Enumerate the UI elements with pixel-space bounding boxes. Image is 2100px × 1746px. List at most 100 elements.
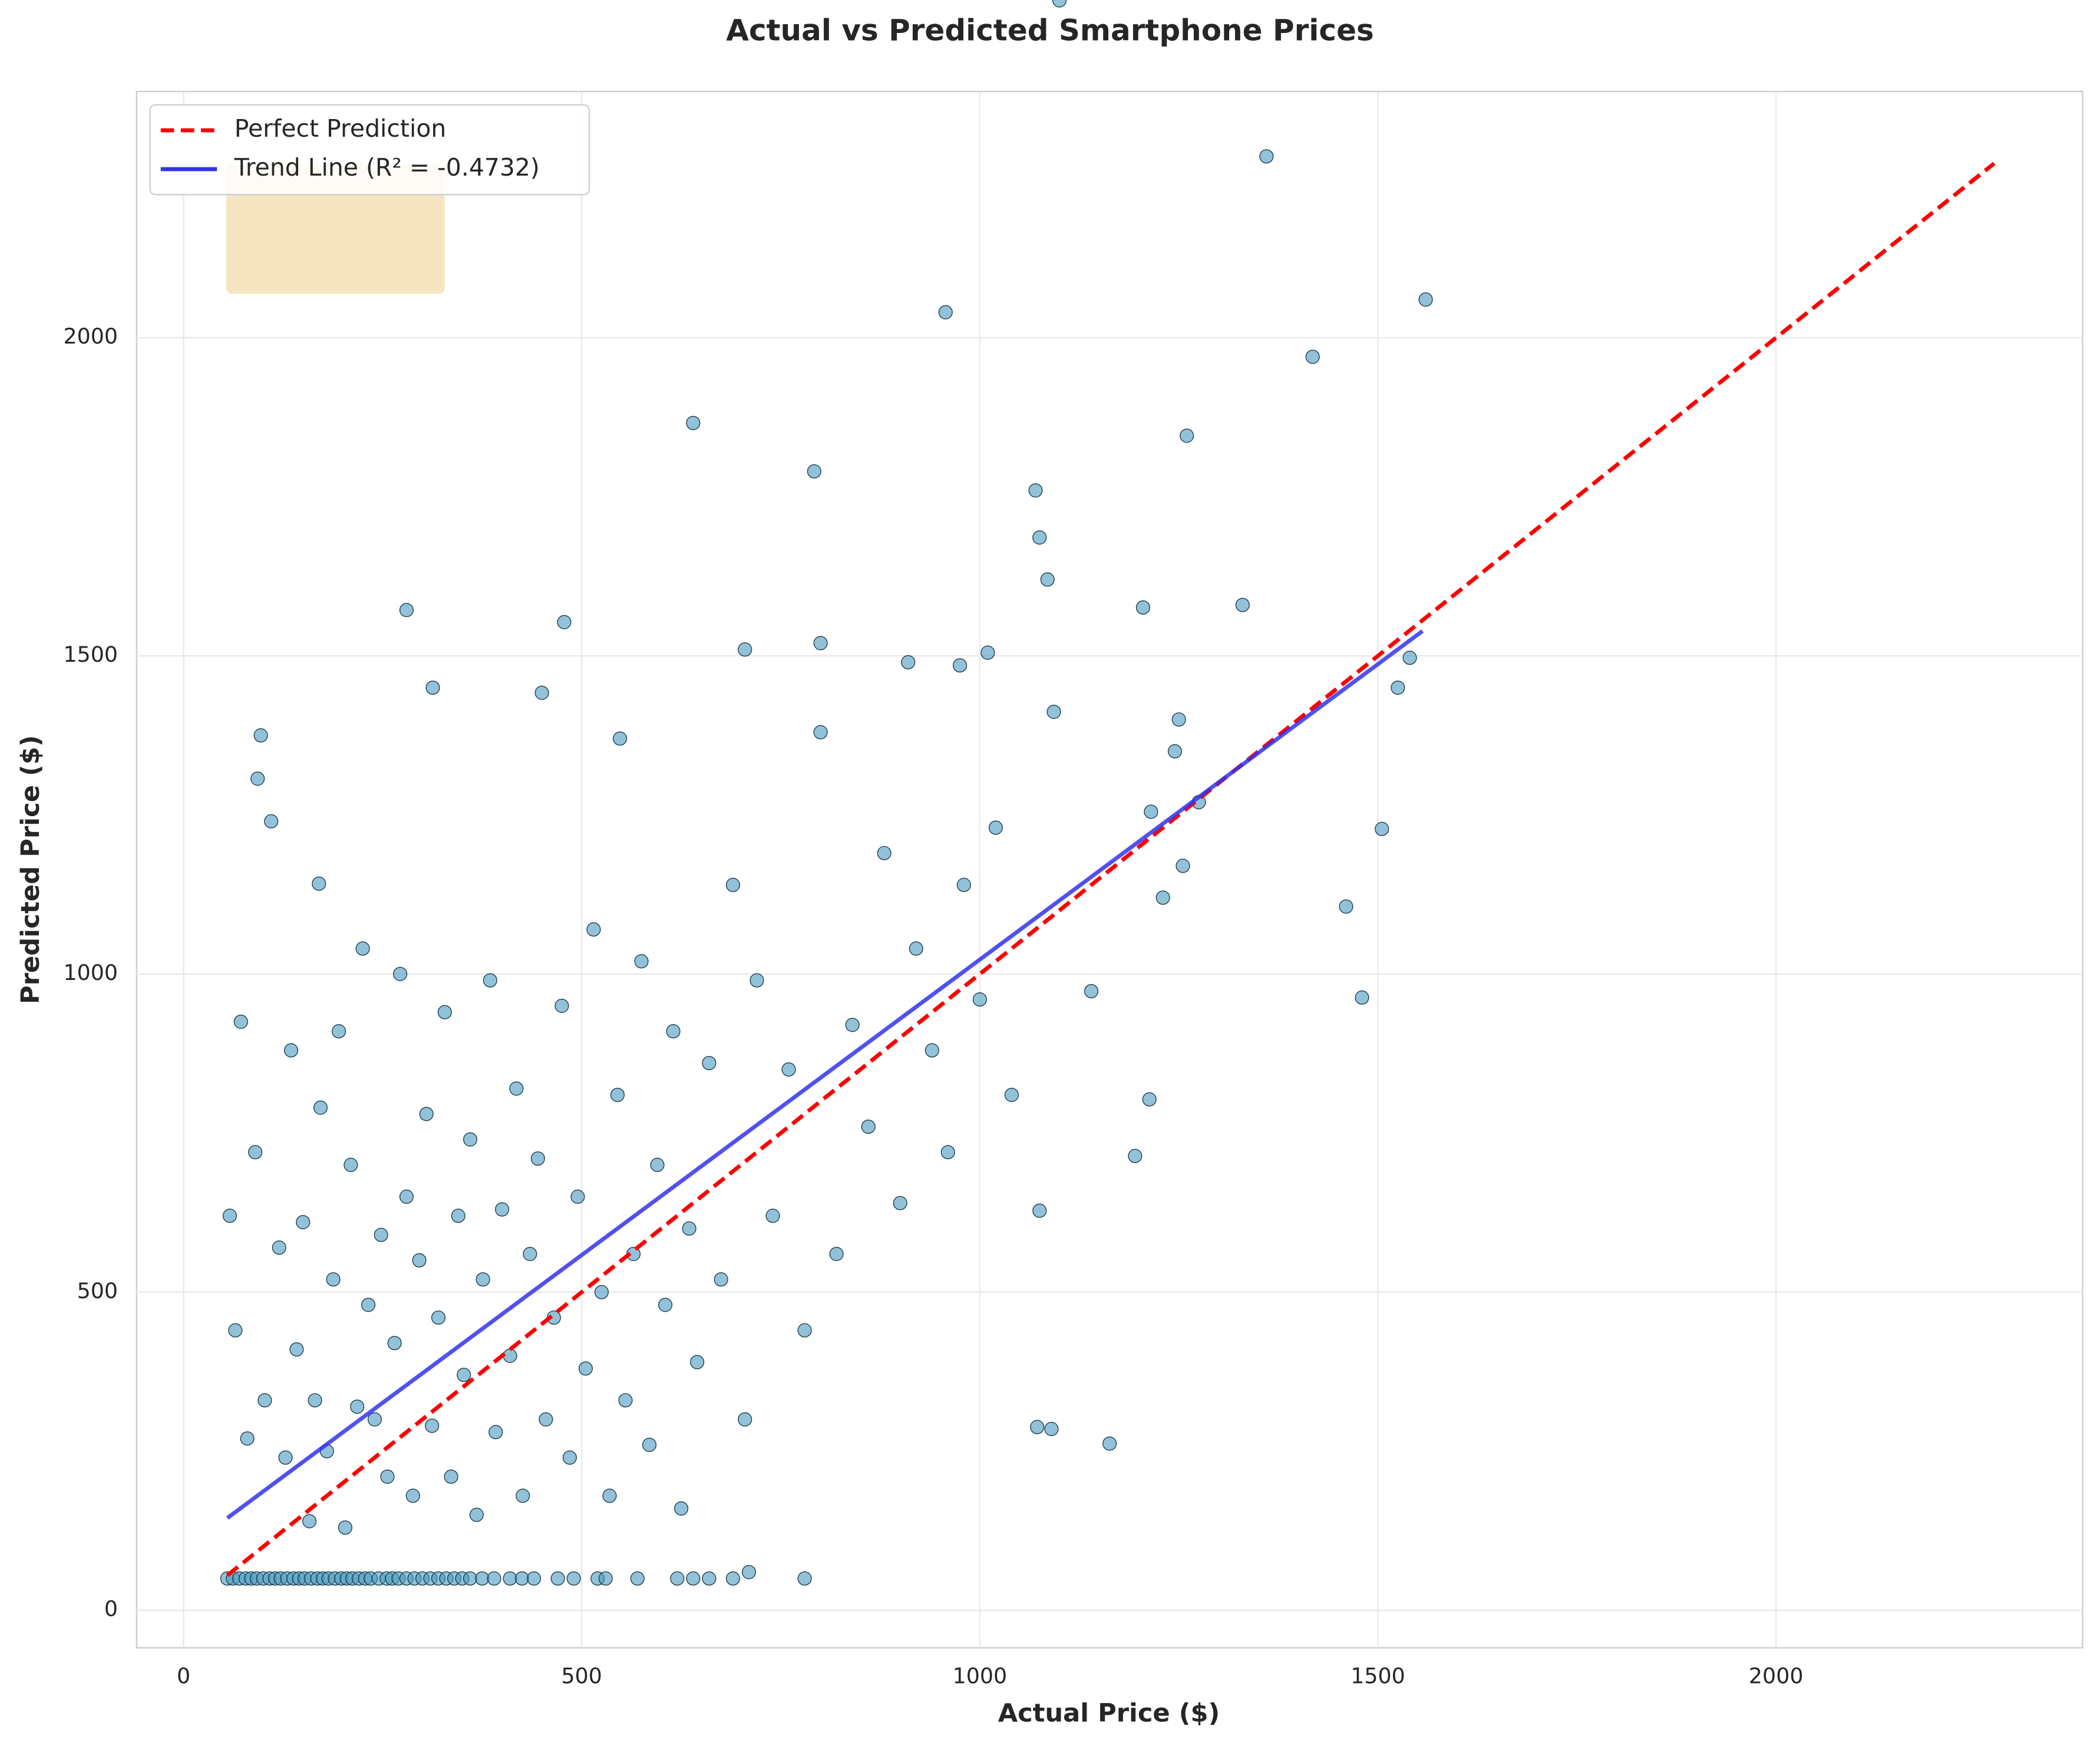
data-point — [487, 1571, 501, 1586]
data-point — [272, 1240, 286, 1255]
data-point — [1128, 1148, 1143, 1163]
data-point — [399, 603, 414, 618]
data-point — [725, 1571, 741, 1586]
data-point — [419, 1107, 434, 1121]
data-point — [578, 1361, 593, 1376]
data-point — [483, 973, 497, 988]
data-point — [642, 1437, 657, 1452]
data-point — [781, 1062, 796, 1077]
grid — [136, 91, 2083, 1648]
data-point — [666, 1024, 681, 1039]
data-point — [344, 1157, 358, 1172]
data-point — [1176, 859, 1190, 873]
data-point — [437, 1005, 452, 1019]
data-point — [313, 1100, 328, 1115]
data-point — [690, 1355, 705, 1369]
data-point — [534, 685, 549, 700]
data-point — [602, 1488, 617, 1503]
data-point — [222, 1209, 237, 1223]
data-point — [296, 1214, 311, 1230]
data-point — [1046, 704, 1061, 719]
data-point — [618, 1393, 633, 1408]
data-point — [308, 1393, 322, 1408]
data-point — [765, 1209, 780, 1223]
data-point — [1355, 990, 1369, 1005]
data-point — [956, 877, 971, 892]
data-point — [702, 1571, 716, 1586]
y-tick-label: 1500 — [63, 642, 118, 667]
data-point — [813, 725, 828, 740]
data-point — [527, 1571, 541, 1586]
data-point — [1235, 598, 1250, 612]
data-point — [509, 1081, 524, 1096]
data-point — [451, 1209, 465, 1223]
data-point — [516, 1488, 530, 1503]
data-point — [514, 1571, 529, 1586]
x-tick-label: 2000 — [1749, 1663, 1804, 1688]
data-point — [1418, 292, 1433, 307]
data-point — [650, 1157, 665, 1172]
data-point — [749, 973, 764, 988]
data-point — [630, 1571, 645, 1586]
data-point — [953, 658, 968, 673]
data-point — [1028, 483, 1043, 498]
data-point — [444, 1469, 458, 1484]
data-point — [495, 1202, 510, 1217]
data-point — [457, 1368, 471, 1382]
marks — [220, 0, 1996, 1586]
data-point — [1144, 804, 1158, 819]
legend-label: Trend Line (R² = -0.4732) — [234, 153, 540, 181]
data-point — [1030, 1420, 1045, 1434]
data-point — [686, 415, 701, 430]
data-point — [387, 1336, 402, 1351]
data-point — [554, 998, 569, 1013]
data-point — [901, 655, 916, 669]
data-point — [909, 941, 923, 956]
data-point — [562, 1450, 577, 1465]
data-point — [829, 1246, 844, 1262]
y-tick-label: 500 — [77, 1278, 118, 1303]
data-point — [374, 1227, 388, 1242]
data-point — [725, 877, 741, 892]
x-tick-label: 0 — [177, 1663, 190, 1688]
data-point — [938, 305, 953, 319]
data-point — [980, 645, 995, 660]
data-point — [289, 1342, 304, 1357]
data-point — [469, 1507, 484, 1522]
series-line — [226, 629, 1424, 1520]
data-point — [250, 771, 265, 786]
data-point — [332, 1024, 346, 1039]
series-line — [226, 161, 1996, 1577]
data-point — [503, 1348, 517, 1363]
data-point — [425, 680, 440, 695]
data-point — [566, 1571, 581, 1586]
data-point — [1044, 1421, 1059, 1437]
data-point — [1052, 0, 1067, 8]
data-point — [425, 1418, 440, 1433]
data-point — [302, 1514, 317, 1529]
data-point — [877, 846, 891, 860]
data-point — [240, 1431, 255, 1446]
data-point — [702, 1056, 716, 1071]
data-point — [738, 1412, 752, 1427]
data-point — [503, 1571, 517, 1586]
data-point — [476, 1272, 490, 1287]
data-point — [539, 1412, 553, 1427]
data-point — [557, 615, 572, 629]
data-point — [1004, 1088, 1019, 1103]
data-point — [807, 464, 821, 478]
data-point — [361, 1298, 376, 1312]
data-point — [674, 1501, 689, 1516]
data-point — [233, 1014, 248, 1029]
data-point — [1142, 1092, 1157, 1107]
stats-background — [226, 163, 445, 294]
data-point — [550, 1571, 565, 1586]
y-tick-label: 0 — [104, 1596, 118, 1622]
data-point — [399, 1189, 414, 1204]
data-point — [1135, 600, 1150, 615]
data-point — [228, 1323, 243, 1338]
data-point — [326, 1272, 341, 1287]
data-point — [1102, 1436, 1117, 1451]
data-point — [598, 1571, 613, 1586]
